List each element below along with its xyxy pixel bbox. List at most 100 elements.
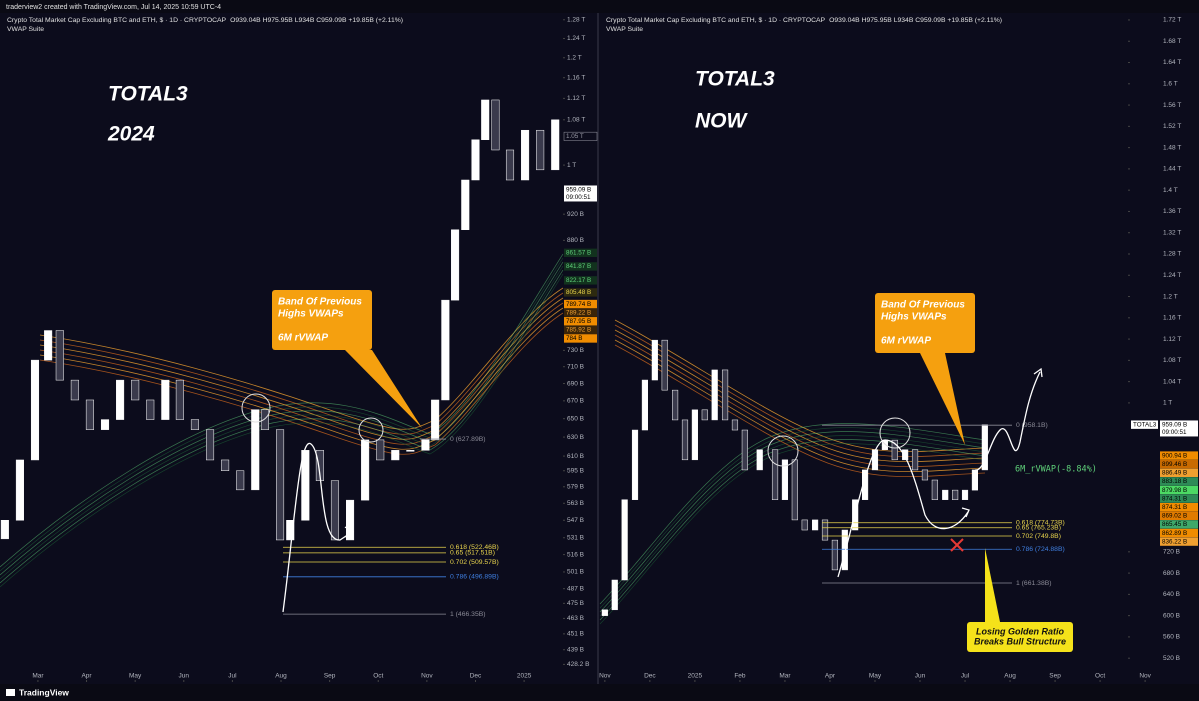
x-tick-label: May (869, 673, 882, 680)
candle-body (641, 379, 648, 431)
y-tick-label: 1.56 T (1163, 102, 1181, 109)
price-tag-label: 785.92 B (566, 327, 591, 334)
chart-panel: 1.28 T 1.24 T 1.2 T 1.16 T 1.12 T 1.08 T 1 T 92… (0, 16, 598, 682)
price-tag-label: 899.46 B (1162, 461, 1187, 468)
x-tick-label: Nov (599, 673, 611, 680)
fib-level-label: 0 (627.89B) (450, 436, 486, 443)
y-tick-label: 690 B (567, 380, 584, 387)
price-tag (1160, 502, 1198, 512)
price-tag-label: 862.89 B (1162, 530, 1187, 537)
y-tick-label: 579 B (567, 484, 584, 491)
y-tick-label: 1.24 T (567, 35, 585, 42)
price-tag (563, 131, 598, 141)
callout-text: 6M rVWAP (278, 333, 328, 344)
y-tick-label: 451 B (567, 631, 584, 638)
candle-body (30, 359, 40, 461)
fib-level-label: 0.65 (517.51B) (450, 550, 495, 557)
price-tag-label: 784 B (566, 335, 582, 342)
fib-level-label: 0.786 (724.88B) (1016, 546, 1065, 553)
highlight-circle (358, 417, 384, 443)
candle-body (756, 449, 763, 471)
vwap-band-decoration (39, 292, 564, 435)
y-tick-label: 1.28 T (1163, 251, 1181, 258)
candle-body (55, 330, 64, 381)
indicator-name: VWAP Suite (606, 26, 643, 33)
vwap-band-decoration (599, 443, 986, 625)
x-tick-label: Jul (961, 673, 970, 680)
chart-title-text: Crypto Total Market Cap Excluding BTC an… (606, 17, 826, 24)
fib-level-label: 0.702 (749.8B) (1016, 533, 1061, 540)
candle-body (621, 499, 628, 581)
y-tick-label: 1.08 T (1163, 357, 1181, 364)
candle-body (251, 409, 260, 491)
vwap-band-decoration (39, 307, 564, 450)
x-tick-label: Nov (421, 673, 433, 680)
price-tag (564, 317, 597, 326)
price-tag-label: 874.31 B (1162, 495, 1187, 502)
price-tag-label: 879.98 B (1162, 487, 1187, 494)
warning-text: Losing Golden Ratio (976, 626, 1064, 636)
hand-drawn-arrow (1033, 367, 1043, 378)
y-tick-label: 1.4 T (1163, 187, 1178, 194)
footer-brand: TradingView (19, 687, 69, 697)
y-tick-label: 1.08 T (567, 117, 585, 124)
warning-pointer (985, 548, 1000, 622)
warning-text: Breaks Bull Structure (974, 636, 1066, 646)
fib-level-label: 0.702 (509.57B) (450, 559, 499, 566)
price-tag (1160, 485, 1198, 495)
candle-body (15, 459, 24, 521)
price-tag (1160, 528, 1198, 538)
candle-body (406, 450, 415, 452)
price-tag-label: 886.49 B (1162, 470, 1187, 477)
candle-body (952, 489, 959, 500)
price-tag-label: 959.09 B (1162, 421, 1187, 428)
price-tag (1160, 459, 1198, 469)
price-tag (564, 248, 597, 258)
candle-body (315, 450, 324, 481)
candle-body (286, 520, 295, 541)
price-tag (1160, 494, 1198, 503)
y-tick-label: 1.12 T (1163, 336, 1181, 343)
y-tick-label: 1.68 T (1163, 38, 1181, 45)
price-tag-time: 09:00:51 (1162, 429, 1187, 436)
y-tick-label: 563 B (567, 500, 584, 507)
price-tag (1160, 468, 1198, 477)
y-tick-label: 439 B (567, 646, 584, 653)
x-tick-label: Feb (734, 673, 746, 680)
price-tag (1160, 420, 1198, 437)
x-tick-label: Sep (324, 673, 336, 680)
y-tick-label: 630 B (567, 434, 584, 441)
big-annotation: NOW (695, 110, 749, 133)
vwap-band-decoration (0, 269, 564, 584)
chart-title: Crypto Total Market Cap Excluding BTC an… (606, 17, 1002, 24)
x-tick-label: Aug (275, 673, 287, 680)
candle-body (871, 449, 879, 471)
y-tick-label: 650 B (567, 415, 584, 422)
price-tag-label: 874.31 B (1162, 504, 1187, 511)
y-tick-label: 1.72 T (1163, 17, 1181, 24)
vwap-band-decoration (599, 423, 986, 605)
candle-body (491, 99, 500, 151)
vwap-band-decoration (599, 431, 986, 613)
candle-body (131, 379, 140, 401)
warning-box (967, 622, 1073, 652)
callout-box (875, 293, 975, 353)
candle-body (631, 429, 639, 500)
candle-body (921, 469, 929, 481)
fib-level-label: 0.618 (774.73B) (1016, 520, 1065, 527)
y-tick-label: 487 B (567, 585, 584, 592)
candle-body (521, 129, 530, 181)
price-tag-label: 865.45 B (1162, 521, 1187, 528)
candle-body (505, 149, 515, 181)
vwap-band-decoration (614, 334, 986, 468)
y-tick-label: 1.44 T (1163, 166, 1181, 173)
candle-body (70, 379, 79, 401)
price-tag-label: 900.94 B (1162, 452, 1187, 459)
y-tick-label: 1.28 T (567, 16, 585, 23)
candle-body (0, 520, 9, 540)
candle-body (651, 339, 658, 381)
y-tick-label: 475 B (567, 600, 584, 607)
candle-body (741, 429, 748, 471)
callout-pointer (920, 353, 965, 445)
